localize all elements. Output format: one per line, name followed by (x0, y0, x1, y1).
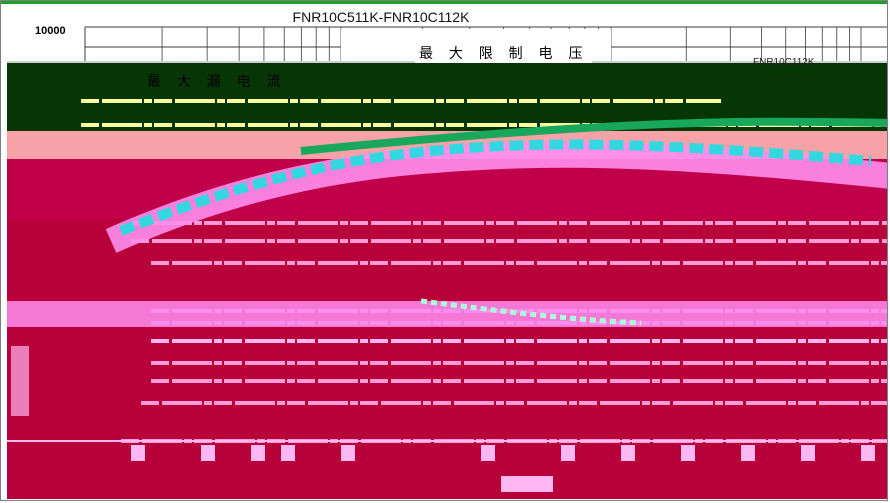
annotation-max-leak-current: 最 大 漏 电 流 (147, 73, 287, 89)
x-tick-mark (861, 445, 875, 461)
annotation-max-clamp-voltage: 最 大 限 制 电 压 (415, 43, 593, 63)
chart-title: FNR10C511K-FNR10C112K (292, 9, 470, 25)
x-tick-mark (201, 445, 215, 461)
annotation-model-label: FNR10C112K (753, 57, 815, 68)
curve-group (105, 117, 887, 326)
streak-lines (7, 99, 887, 443)
pink-stripe (7, 301, 887, 327)
y-axis-top-tick: 10000 (35, 25, 66, 37)
x-tick-mark (131, 445, 145, 461)
top-accent-bar (1, 1, 887, 4)
curve-green (300, 117, 887, 155)
x-tick-mark (741, 445, 755, 461)
x-tick-mark (481, 445, 495, 461)
x-tick-mark (621, 445, 635, 461)
x-tick-mark (341, 445, 355, 461)
x-tick-mark (251, 445, 265, 461)
x-tick-mark (681, 445, 695, 461)
curve-mint (420, 298, 642, 326)
curve-cyan (119, 139, 872, 236)
x-tick-mark (561, 445, 575, 461)
y-axis-label-mark (11, 346, 29, 416)
x-axis-label-mark (501, 476, 553, 492)
x-tick-mark (801, 445, 815, 461)
bottom-ticks (7, 346, 887, 492)
x-tick-mark (281, 445, 295, 461)
